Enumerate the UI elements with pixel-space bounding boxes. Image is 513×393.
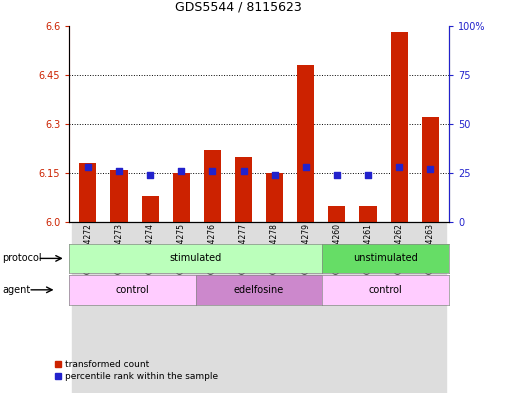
- FancyBboxPatch shape: [166, 222, 197, 393]
- FancyBboxPatch shape: [352, 222, 384, 393]
- FancyBboxPatch shape: [197, 222, 228, 393]
- Text: GDS5544 / 8115623: GDS5544 / 8115623: [175, 1, 302, 14]
- Legend: transformed count, percentile rank within the sample: transformed count, percentile rank withi…: [51, 356, 222, 385]
- Point: [115, 168, 123, 174]
- Point: [208, 168, 216, 174]
- FancyBboxPatch shape: [72, 222, 104, 393]
- Bar: [390, 32, 408, 222]
- Bar: [110, 170, 128, 222]
- Point: [364, 172, 372, 178]
- Point: [302, 164, 310, 170]
- Point: [84, 164, 92, 170]
- Point: [240, 168, 248, 174]
- Bar: [142, 196, 159, 222]
- Text: control: control: [369, 285, 403, 295]
- FancyBboxPatch shape: [321, 222, 352, 393]
- Point: [146, 172, 154, 178]
- FancyBboxPatch shape: [259, 222, 290, 393]
- Text: agent: agent: [3, 285, 31, 295]
- Text: protocol: protocol: [3, 253, 42, 263]
- Point: [395, 164, 403, 170]
- Text: control: control: [115, 285, 149, 295]
- Bar: [80, 163, 96, 222]
- Bar: [266, 173, 283, 222]
- Text: unstimulated: unstimulated: [353, 253, 418, 263]
- Bar: [235, 156, 252, 222]
- Point: [177, 168, 185, 174]
- Bar: [297, 65, 314, 222]
- FancyBboxPatch shape: [134, 222, 166, 393]
- Text: stimulated: stimulated: [170, 253, 222, 263]
- Bar: [328, 206, 345, 222]
- FancyBboxPatch shape: [228, 222, 259, 393]
- FancyBboxPatch shape: [104, 222, 134, 393]
- FancyBboxPatch shape: [415, 222, 446, 393]
- Point: [426, 166, 435, 172]
- Text: edelfosine: edelfosine: [234, 285, 284, 295]
- Bar: [204, 150, 221, 222]
- FancyBboxPatch shape: [384, 222, 415, 393]
- Bar: [422, 117, 439, 222]
- Bar: [360, 206, 377, 222]
- FancyBboxPatch shape: [290, 222, 321, 393]
- Point: [270, 172, 279, 178]
- Bar: [173, 173, 190, 222]
- Point: [333, 172, 341, 178]
